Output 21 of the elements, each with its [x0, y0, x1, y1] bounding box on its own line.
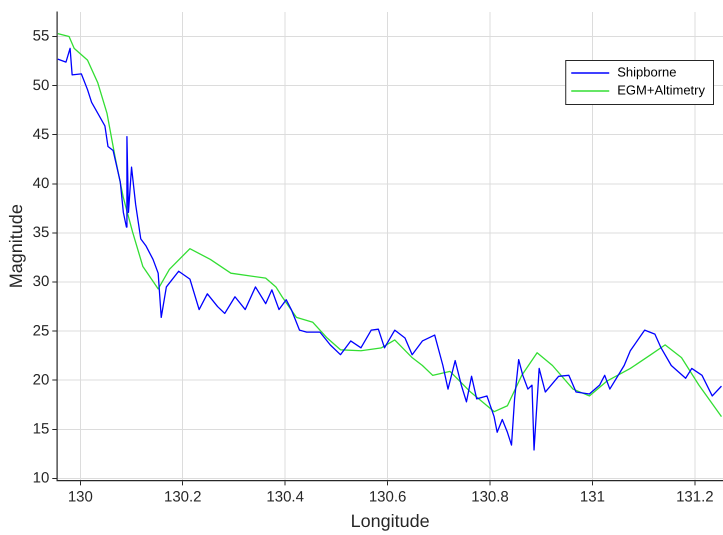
- y-tick-label: 20: [32, 371, 50, 388]
- legend-label: Shipborne: [617, 64, 677, 80]
- y-axis-title: Magnitude: [6, 204, 26, 288]
- x-tick-label: 131: [580, 488, 605, 506]
- y-tick-label: 30: [32, 273, 50, 290]
- x-tick-label: 130.4: [266, 488, 304, 506]
- y-tick-label: 15: [32, 420, 50, 438]
- y-tick-label: 50: [32, 76, 50, 94]
- y-tick-label: 10: [32, 470, 50, 487]
- y-tick-label: 55: [32, 28, 50, 45]
- y-tick-label: 45: [32, 126, 50, 143]
- x-axis-title: Longitude: [350, 511, 430, 532]
- y-tick-label: 35: [32, 224, 50, 242]
- y-tick-label: 40: [32, 174, 50, 192]
- x-tick-label: 130: [68, 488, 93, 506]
- x-tick-label: 131.2: [676, 488, 714, 506]
- x-tick-label: 130.8: [471, 488, 509, 506]
- x-tick-label: 130.2: [164, 488, 202, 506]
- y-tick-label: 25: [32, 322, 50, 340]
- legend-label: EGM+Altimetry: [617, 82, 706, 98]
- x-tick-label: 130.6: [368, 488, 406, 506]
